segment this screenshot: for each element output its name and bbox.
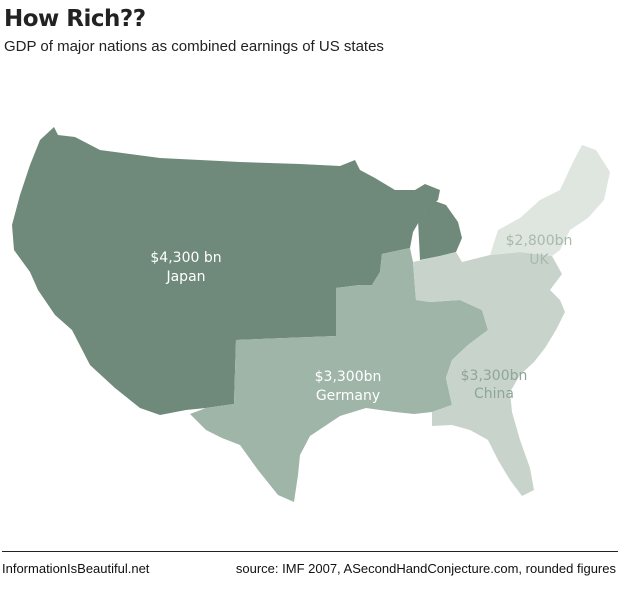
map-title: How Rich?? xyxy=(4,6,146,32)
region-japan-michigan xyxy=(418,200,462,260)
region-china xyxy=(413,252,565,496)
germany-value-label: $3,300bn xyxy=(315,369,382,385)
china-value-label: $3,300bn xyxy=(461,368,528,384)
region-uk xyxy=(490,145,610,256)
china-country-label: China xyxy=(474,386,514,402)
uk-value-label: $2,800bn xyxy=(506,233,573,249)
footer-divider xyxy=(2,551,618,552)
map-subtitle: GDP of major nations as combined earning… xyxy=(4,38,384,55)
uk-country-label: UK xyxy=(529,252,549,268)
region-germany xyxy=(190,248,488,502)
germany-country-label: Germany xyxy=(316,388,380,404)
japan-country-label: Japan xyxy=(165,269,205,285)
footer-source: source: IMF 2007, ASecondHandConjecture.… xyxy=(235,561,616,576)
region-japan xyxy=(12,127,440,415)
footer-brand[interactable]: InformationIsBeautiful.net xyxy=(2,561,150,576)
japan-value-label: $4,300 bn xyxy=(150,250,221,266)
